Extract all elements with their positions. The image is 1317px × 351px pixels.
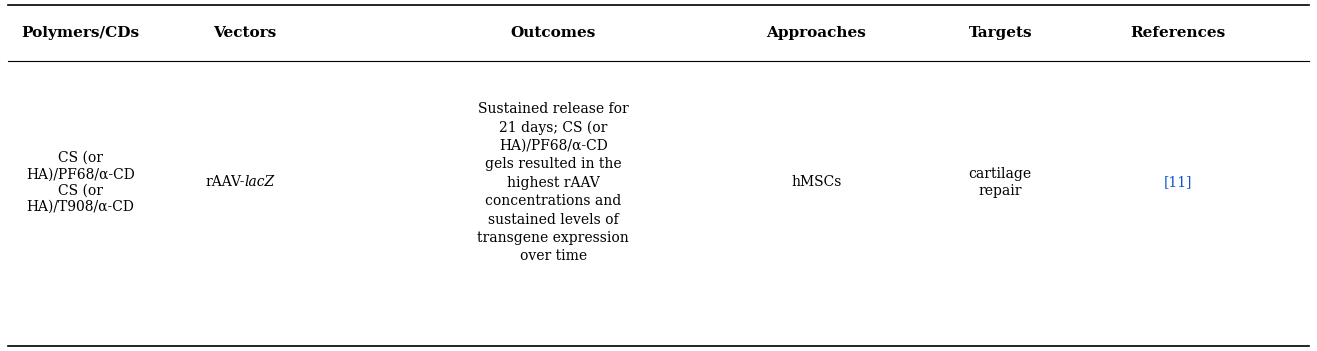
Text: Vectors: Vectors xyxy=(213,26,277,40)
Text: Approaches: Approaches xyxy=(766,26,867,40)
Text: hMSCs: hMSCs xyxy=(792,176,842,190)
Text: Outcomes: Outcomes xyxy=(511,26,597,40)
Text: References: References xyxy=(1130,26,1225,40)
Text: [11]: [11] xyxy=(1163,176,1192,190)
Text: CS (or
HA)/PF68/α-CD
CS (or
HA)/T908/α-CD: CS (or HA)/PF68/α-CD CS (or HA)/T908/α-C… xyxy=(26,151,134,214)
Text: Targets: Targets xyxy=(968,26,1033,40)
Text: cartilage
repair: cartilage repair xyxy=(968,167,1031,198)
Text: rAAV-: rAAV- xyxy=(205,176,245,190)
Text: lacZ: lacZ xyxy=(245,176,275,190)
Text: Polymers/CDs: Polymers/CDs xyxy=(21,26,140,40)
Text: Sustained release for
21 days; CS (or
HA)/PF68/α-CD
gels resulted in the
highest: Sustained release for 21 days; CS (or HA… xyxy=(478,101,630,263)
